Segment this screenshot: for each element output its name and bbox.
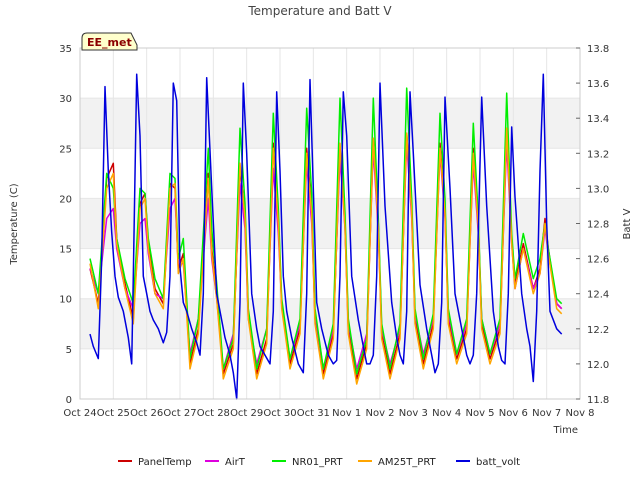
y2-tick-label: 12.6 (587, 255, 609, 266)
y-tick-label: 15 (59, 245, 72, 256)
legend-label-airt: AirT (225, 457, 246, 468)
y-tick-label: 10 (59, 295, 72, 306)
x-tick-label: Nov 4 (432, 408, 461, 419)
y-tick-label: 5 (66, 345, 72, 356)
y2-tick-label: 13.2 (587, 149, 609, 160)
x-tick-label: Nov 7 (532, 408, 561, 419)
legend-label-nr01-prt: NR01_PRT (292, 457, 343, 468)
legend-label-paneltemp: PanelTemp (138, 457, 192, 468)
x-tick-label: Oct 31 (297, 408, 330, 419)
y-tick-label: 35 (59, 44, 72, 55)
legend-label-batt-volt: batt_volt (476, 457, 520, 468)
badge-label: EE_met (87, 36, 132, 49)
y2-axis-title: Batt V (622, 208, 633, 239)
x-tick-label: Nov 5 (465, 408, 494, 419)
y2-tick-label: 11.8 (587, 395, 609, 406)
y2-tick-label: 12.2 (587, 325, 609, 336)
background-bands (80, 98, 580, 349)
x-tick-label: Nov 8 (565, 408, 594, 419)
y-tick-label: 25 (59, 144, 72, 155)
series-lines (89, 73, 563, 400)
series-line-am25t-prt (89, 127, 563, 385)
y2-tick-label: 12.4 (587, 290, 609, 301)
badge-shape (81, 32, 138, 51)
series-line-batt-volt (89, 73, 563, 400)
y2-tick-label: 12.8 (587, 220, 609, 231)
y2-tick-label: 13.8 (587, 44, 609, 55)
x-tick-label: Oct 29 (230, 408, 263, 419)
y2-tick-label: 13.0 (587, 184, 609, 195)
legend-label-am25t-prt: AM25T_PRT (378, 457, 437, 468)
y-tick-label: 30 (59, 94, 72, 105)
band-1 (80, 198, 580, 249)
x-tick-label: Oct 27 (163, 408, 196, 419)
y-tick-label: 20 (59, 194, 72, 205)
x-tick-label: Oct 25 (97, 408, 130, 419)
x-tick-label: Oct 26 (130, 408, 163, 419)
x-tick-label: Nov 1 (332, 408, 361, 419)
x-tick-label: Oct 24 (63, 408, 96, 419)
chart-title: Temperature and Batt V (247, 4, 392, 18)
x-tick-label: Nov 2 (365, 408, 394, 419)
y2-tick-label: 13.6 (587, 79, 609, 90)
x-tick-label: Oct 28 (197, 408, 230, 419)
station-badge: EE_met (81, 32, 138, 51)
y-tick-label: 0 (66, 395, 72, 406)
y2-tick-label: 13.4 (587, 114, 609, 125)
x-tick-label: Nov 6 (499, 408, 528, 419)
legend: PanelTemp AirT NR01_PRT AM25T_PRT batt_volt (118, 457, 520, 468)
y2-tick-label: 12.0 (587, 360, 609, 371)
y-axis-title: Temperature (C) (9, 183, 20, 265)
x-axis-title: Time (553, 425, 578, 436)
x-tick-label: Nov 3 (399, 408, 428, 419)
x-tick-label: Oct 30 (263, 408, 296, 419)
band-2 (80, 98, 580, 149)
